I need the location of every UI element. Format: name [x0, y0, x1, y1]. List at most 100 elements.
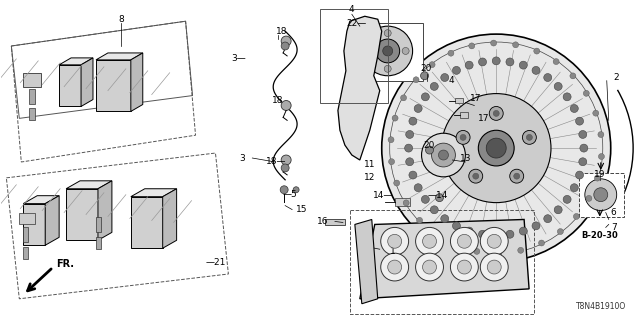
- Circle shape: [570, 73, 576, 79]
- Text: 17: 17: [470, 94, 481, 103]
- Circle shape: [404, 144, 413, 152]
- Circle shape: [442, 93, 551, 203]
- Circle shape: [280, 186, 288, 194]
- Polygon shape: [96, 53, 143, 60]
- Bar: [29, 89, 35, 105]
- Circle shape: [506, 58, 514, 66]
- Circle shape: [451, 253, 478, 281]
- Circle shape: [480, 253, 508, 281]
- Circle shape: [452, 242, 459, 248]
- Circle shape: [409, 171, 417, 179]
- Circle shape: [491, 40, 497, 46]
- Circle shape: [366, 47, 373, 54]
- Circle shape: [293, 187, 299, 193]
- Circle shape: [509, 169, 524, 183]
- Bar: [350, 210, 534, 314]
- Circle shape: [506, 230, 514, 238]
- Circle shape: [554, 83, 562, 90]
- Circle shape: [388, 159, 395, 165]
- Polygon shape: [355, 220, 378, 304]
- Circle shape: [519, 61, 527, 69]
- Circle shape: [554, 206, 562, 214]
- Circle shape: [598, 132, 604, 138]
- Circle shape: [553, 59, 559, 65]
- Text: 12: 12: [364, 173, 376, 182]
- Circle shape: [384, 30, 391, 36]
- Circle shape: [557, 228, 563, 235]
- Circle shape: [532, 67, 540, 74]
- Circle shape: [431, 143, 456, 167]
- Circle shape: [384, 65, 391, 72]
- Circle shape: [406, 131, 413, 139]
- Circle shape: [487, 234, 501, 248]
- Text: 16: 16: [317, 217, 329, 226]
- Polygon shape: [81, 58, 93, 107]
- Text: 13: 13: [460, 154, 471, 163]
- Text: 3: 3: [239, 154, 245, 163]
- Bar: [353, 23, 422, 81]
- Text: 2: 2: [613, 73, 618, 82]
- Text: 20: 20: [421, 64, 432, 73]
- Circle shape: [435, 194, 444, 202]
- Circle shape: [492, 231, 500, 239]
- Bar: [29, 108, 35, 120]
- Circle shape: [514, 173, 520, 179]
- Polygon shape: [338, 16, 381, 160]
- Circle shape: [281, 42, 289, 50]
- Text: 8: 8: [118, 15, 124, 24]
- Circle shape: [381, 34, 611, 262]
- Circle shape: [575, 117, 584, 125]
- Circle shape: [402, 47, 409, 54]
- Circle shape: [579, 131, 587, 139]
- Circle shape: [532, 222, 540, 230]
- Circle shape: [575, 171, 584, 179]
- Circle shape: [363, 26, 413, 76]
- Circle shape: [381, 228, 408, 255]
- Bar: [19, 212, 35, 224]
- Circle shape: [468, 169, 483, 183]
- Bar: [325, 220, 345, 225]
- Circle shape: [409, 117, 417, 125]
- Text: 7: 7: [611, 223, 616, 232]
- Circle shape: [430, 83, 438, 90]
- Text: 11: 11: [364, 160, 376, 170]
- Circle shape: [281, 100, 291, 110]
- Polygon shape: [131, 197, 163, 248]
- Circle shape: [480, 228, 508, 255]
- Polygon shape: [59, 58, 93, 65]
- Circle shape: [486, 138, 506, 158]
- Circle shape: [563, 93, 571, 101]
- Circle shape: [422, 234, 436, 248]
- Circle shape: [406, 158, 413, 166]
- Circle shape: [594, 188, 608, 202]
- Polygon shape: [163, 189, 177, 248]
- Polygon shape: [45, 196, 59, 245]
- Circle shape: [388, 260, 402, 274]
- Text: 15: 15: [296, 205, 308, 214]
- Circle shape: [579, 158, 587, 166]
- Circle shape: [479, 58, 486, 66]
- Text: 4: 4: [449, 76, 454, 85]
- Circle shape: [468, 43, 475, 49]
- Circle shape: [281, 155, 291, 165]
- Circle shape: [586, 196, 592, 201]
- Text: 18: 18: [276, 27, 288, 36]
- Circle shape: [417, 217, 422, 223]
- Circle shape: [401, 95, 406, 101]
- Circle shape: [456, 131, 470, 144]
- Polygon shape: [66, 189, 98, 240]
- Text: 18: 18: [273, 96, 284, 105]
- Circle shape: [451, 228, 478, 255]
- Bar: [96, 237, 101, 249]
- Bar: [320, 9, 388, 103]
- Text: 18—: 18—: [266, 157, 287, 166]
- Circle shape: [392, 115, 398, 121]
- Circle shape: [492, 57, 500, 65]
- Polygon shape: [66, 181, 112, 189]
- Text: 1: 1: [390, 247, 396, 256]
- Circle shape: [383, 46, 393, 56]
- Circle shape: [513, 42, 518, 48]
- Text: 4: 4: [349, 5, 355, 14]
- Circle shape: [479, 230, 486, 238]
- Circle shape: [414, 184, 422, 192]
